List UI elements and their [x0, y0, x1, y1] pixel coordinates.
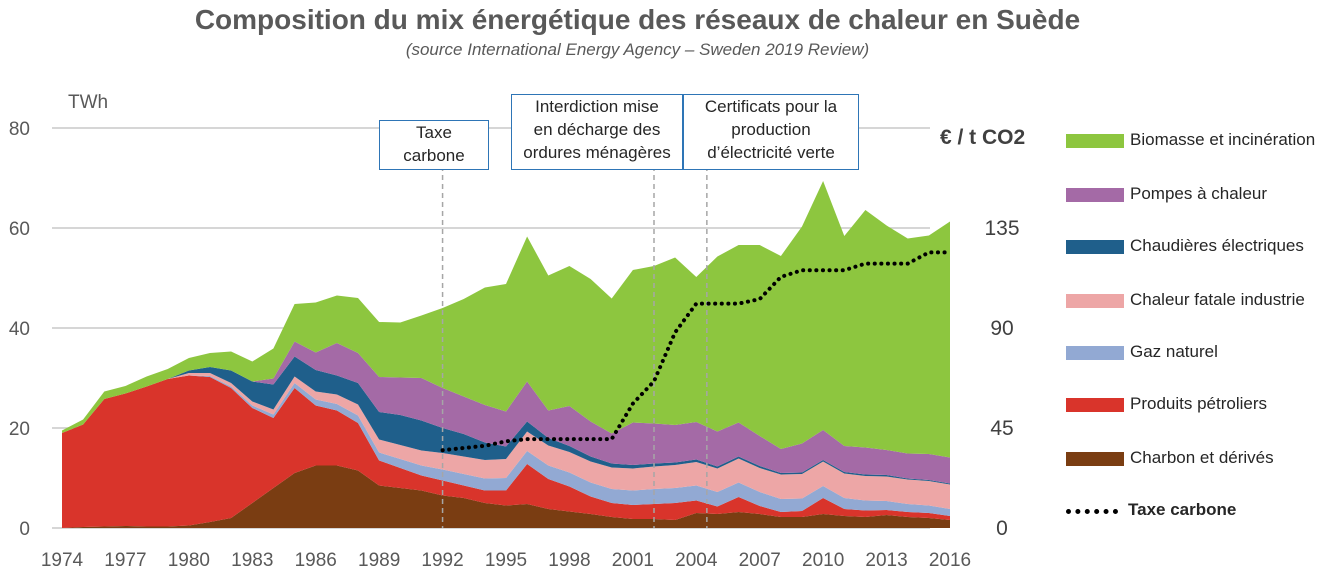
- y2-tick-45: 45: [990, 417, 1013, 440]
- annotation-line-text: Interdiction mise: [535, 97, 659, 116]
- legend-swatch: [1066, 134, 1124, 148]
- x-tick-1977: 1977: [104, 550, 146, 571]
- legend-swatch: [1066, 509, 1118, 514]
- x-tick-2016: 2016: [929, 550, 971, 571]
- area-Pompes à chaleur: [62, 341, 950, 484]
- y2-tick-90: 90: [990, 317, 1013, 340]
- annotation-line-text: Certificats pour la: [704, 97, 838, 116]
- area-Chaleur fatale industrie: [62, 373, 950, 509]
- x-tick-1989: 1989: [358, 550, 400, 571]
- annotation-line-text: Taxe: [416, 123, 452, 142]
- y-tick-60: 60: [9, 219, 30, 240]
- x-tick-1995: 1995: [485, 550, 527, 571]
- legend-label: Produits pétroliers: [1130, 394, 1268, 413]
- x-tick-1986: 1986: [295, 550, 337, 571]
- annotation-line-text: ordures ménagères: [523, 143, 671, 162]
- legend-swatch: [1066, 452, 1124, 466]
- x-tick-2001: 2001: [612, 550, 654, 571]
- legend-swatch: [1066, 398, 1124, 412]
- x-tick-2004: 2004: [675, 550, 718, 571]
- annotation-lines: [441, 166, 708, 528]
- annotation-line-text: production: [731, 120, 811, 139]
- area-Gaz naturel: [62, 375, 950, 516]
- area-Charbon et dérivés: [62, 465, 950, 528]
- area-Biomasse et incinération: [62, 181, 950, 458]
- annotation-box-1: Interdiction mise en décharge des ordures …: [511, 94, 683, 170]
- x-tick-1998: 1998: [548, 550, 590, 571]
- taxe-carbone-line: [440, 250, 952, 453]
- carbon-tax-line: [440, 250, 952, 453]
- x-tick-1974: 1974: [41, 550, 84, 571]
- y-tick-80: 80: [9, 119, 30, 140]
- x-axis-ticks: 1974 1977 1980 1983 1986 1989 1992 1995 1998 2001…: [41, 550, 971, 571]
- y2-tick-135: 135: [984, 217, 1019, 240]
- x-tick-2013: 2013: [865, 550, 907, 571]
- annotation-box-2: Certificats pour la production d’électrici…: [683, 94, 859, 170]
- chart-title: Composition du mix énergétique des résea…: [194, 4, 1081, 35]
- y2-axis-ticks: 0 45 90 135: [984, 217, 1019, 540]
- y-axis-ticks: 0 20 40 60 80: [9, 119, 30, 540]
- legend-swatch: [1066, 346, 1124, 360]
- legend-swatch: [1066, 240, 1124, 254]
- area-Produits pétroliers: [62, 375, 950, 528]
- x-tick-2007: 2007: [739, 550, 781, 571]
- annotation-line-text: d’électricité verte: [707, 143, 835, 162]
- x-tick-1980: 1980: [168, 550, 210, 571]
- x-tick-1992: 1992: [421, 550, 463, 571]
- legend-label: Chaudières électriques: [1130, 236, 1304, 255]
- annotation-box-0: Taxe carbone: [379, 120, 489, 170]
- legend-label: Gaz naturel: [1130, 342, 1218, 361]
- legend-label: Chaleur fatale industrie: [1130, 290, 1305, 309]
- area-Chaudières électriques: [62, 356, 950, 485]
- stacked-areas: [62, 181, 950, 528]
- legend-label: Biomasse et incinération: [1130, 130, 1316, 149]
- legend-label: Charbon et dérivés: [1130, 448, 1274, 467]
- chart-subtitle: (source International Energy Agency – Sw…: [405, 40, 870, 59]
- y-tick-0: 0: [19, 519, 30, 540]
- annotation-line-text: carbone: [403, 146, 465, 165]
- legend-label: Pompes à chaleur: [1130, 184, 1268, 203]
- legend-swatch: [1066, 188, 1124, 202]
- y2-axis-label: € / t CO2: [940, 126, 1025, 149]
- y-tick-20: 20: [9, 419, 30, 440]
- x-tick-2010: 2010: [802, 550, 844, 571]
- y-tick-40: 40: [9, 319, 30, 340]
- y-axis-label: TWh: [68, 92, 108, 113]
- legend-swatch: [1066, 294, 1124, 308]
- annotation-line-text: en décharge des: [533, 120, 661, 139]
- legend-label: Taxe carbone: [1128, 500, 1237, 519]
- x-tick-1983: 1983: [231, 550, 273, 571]
- y2-tick-0: 0: [996, 517, 1008, 540]
